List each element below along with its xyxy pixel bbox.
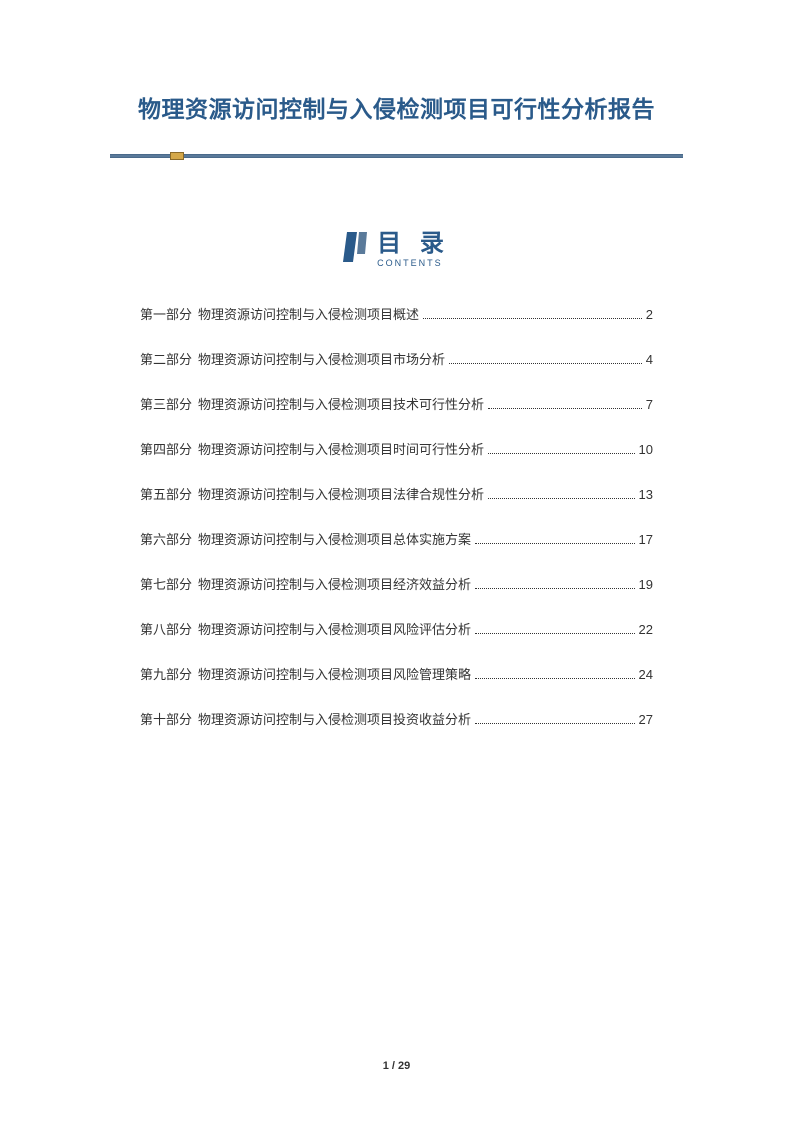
toc-dots <box>475 588 635 589</box>
toc-part-label: 第三部分 <box>140 394 192 413</box>
toc-row: 第六部分物理资源访问控制与入侵检测项目总体实施方案 17 <box>140 529 653 548</box>
toc-part-label: 第七部分 <box>140 574 192 593</box>
toc-item-label: 物理资源访问控制与入侵检测项目概述 <box>198 304 419 323</box>
toc-item-label: 物理资源访问控制与入侵检测项目时间可行性分析 <box>198 439 484 458</box>
toc-page-number: 27 <box>639 712 653 727</box>
divider-accent <box>170 152 184 160</box>
toc-item-label: 物理资源访问控制与入侵检测项目总体实施方案 <box>198 529 471 548</box>
toc-dots <box>488 498 635 499</box>
toc-dots <box>423 318 642 319</box>
toc-page-number: 7 <box>646 397 653 412</box>
toc-item-label: 物理资源访问控制与入侵检测项目市场分析 <box>198 349 445 368</box>
toc-dots <box>488 453 635 454</box>
toc-part-label: 第八部分 <box>140 619 192 638</box>
page-footer: 1 / 29 <box>0 1060 793 1072</box>
toc-header: 目 录 CONTENTS <box>110 230 683 269</box>
divider-line <box>110 154 683 158</box>
toc-row: 第四部分物理资源访问控制与入侵检测项目时间可行性分析 10 <box>140 439 653 458</box>
toc-page-number: 17 <box>639 532 653 547</box>
document-title: 物理资源访问控制与入侵检测项目可行性分析报告 <box>110 90 683 124</box>
toc-dots <box>475 543 635 544</box>
toc-row: 第八部分物理资源访问控制与入侵检测项目风险评估分析 22 <box>140 619 653 638</box>
title-divider <box>110 154 683 160</box>
toc-row: 第一部分物理资源访问控制与入侵检测项目概述 2 <box>140 304 653 323</box>
toc-item-label: 物理资源访问控制与入侵检测项目法律合规性分析 <box>198 484 484 503</box>
toc-page-number: 19 <box>639 577 653 592</box>
toc-title-wrap: 目 录 CONTENTS <box>377 232 450 268</box>
toc-page-number: 10 <box>639 442 653 457</box>
toc-page-number: 4 <box>646 352 653 367</box>
toc-item-label: 物理资源访问控制与入侵检测项目投资收益分析 <box>198 709 471 728</box>
toc-page-number: 13 <box>639 487 653 502</box>
toc-dots <box>475 678 635 679</box>
toc-item-label: 物理资源访问控制与入侵检测项目风险评估分析 <box>198 619 471 638</box>
toc-part-label: 第六部分 <box>140 529 192 548</box>
toc-dots <box>475 633 635 634</box>
toc-dots <box>475 723 635 724</box>
toc-row: 第十部分物理资源访问控制与入侵检测项目投资收益分析 27 <box>140 709 653 728</box>
toc-subtitle: CONTENTS <box>377 258 443 268</box>
toc-row: 第九部分物理资源访问控制与入侵检测项目风险管理策略 24 <box>140 664 653 683</box>
toc-page-number: 22 <box>639 622 653 637</box>
toc-row: 第三部分物理资源访问控制与入侵检测项目技术可行性分析 7 <box>140 394 653 413</box>
toc-title: 目 录 <box>377 232 450 256</box>
toc-part-label: 第十部分 <box>140 709 192 728</box>
toc-dots <box>449 363 642 364</box>
toc-item-label: 物理资源访问控制与入侵检测项目技术可行性分析 <box>198 394 484 413</box>
toc-part-label: 第九部分 <box>140 664 192 683</box>
toc-dots <box>488 408 642 409</box>
toc-item-label: 物理资源访问控制与入侵检测项目经济效益分析 <box>198 574 471 593</box>
toc-item-label: 物理资源访问控制与入侵检测项目风险管理策略 <box>198 664 471 683</box>
toc-icon <box>343 230 369 269</box>
toc-part-label: 第五部分 <box>140 484 192 503</box>
toc-row: 第二部分物理资源访问控制与入侵检测项目市场分析 4 <box>140 349 653 368</box>
toc-list: 第一部分物理资源访问控制与入侵检测项目概述2第二部分物理资源访问控制与入侵检测项… <box>110 304 683 728</box>
toc-row: 第七部分物理资源访问控制与入侵检测项目经济效益分析 19 <box>140 574 653 593</box>
toc-part-label: 第二部分 <box>140 349 192 368</box>
toc-part-label: 第四部分 <box>140 439 192 458</box>
toc-page-number: 2 <box>646 307 653 322</box>
toc-part-label: 第一部分 <box>140 304 192 323</box>
toc-page-number: 24 <box>639 667 653 682</box>
toc-row: 第五部分物理资源访问控制与入侵检测项目法律合规性分析 13 <box>140 484 653 503</box>
